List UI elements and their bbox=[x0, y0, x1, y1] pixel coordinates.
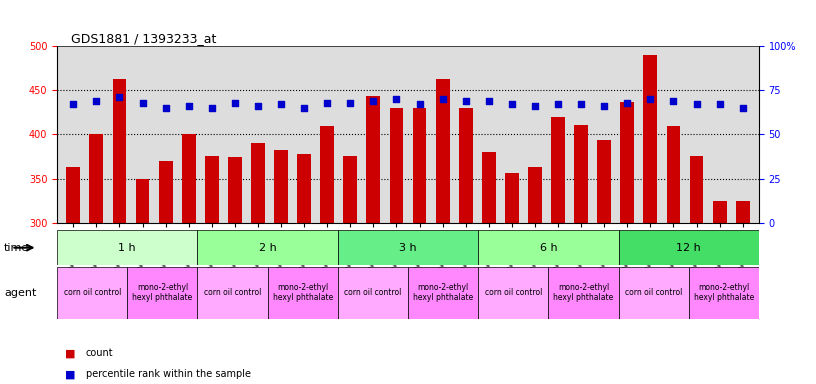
Bar bbox=[505, 173, 519, 223]
FancyBboxPatch shape bbox=[478, 267, 548, 319]
Point bbox=[644, 96, 657, 102]
Point bbox=[206, 105, 219, 111]
Text: time: time bbox=[4, 243, 29, 253]
Text: percentile rank within the sample: percentile rank within the sample bbox=[86, 369, 251, 379]
Text: 2 h: 2 h bbox=[259, 243, 277, 253]
Point bbox=[274, 101, 287, 108]
Text: count: count bbox=[86, 348, 113, 358]
FancyBboxPatch shape bbox=[548, 267, 619, 319]
Point bbox=[251, 103, 264, 109]
Bar bbox=[66, 167, 80, 223]
Point bbox=[713, 101, 726, 108]
Point bbox=[552, 101, 565, 108]
Point bbox=[505, 101, 518, 108]
Text: 6 h: 6 h bbox=[539, 243, 557, 253]
Bar bbox=[667, 126, 681, 223]
Point bbox=[182, 103, 195, 109]
Point bbox=[621, 99, 634, 106]
Point bbox=[298, 105, 311, 111]
FancyBboxPatch shape bbox=[408, 267, 478, 319]
Bar bbox=[436, 79, 450, 223]
Text: ■: ■ bbox=[65, 348, 76, 358]
Bar bbox=[228, 157, 242, 223]
Text: corn oil control: corn oil control bbox=[485, 288, 542, 297]
Point bbox=[690, 101, 703, 108]
Bar bbox=[366, 96, 380, 223]
Point bbox=[390, 96, 403, 102]
FancyBboxPatch shape bbox=[127, 267, 197, 319]
Text: agent: agent bbox=[4, 288, 37, 298]
Point bbox=[597, 103, 610, 109]
Text: mono-2-ethyl
hexyl phthalate: mono-2-ethyl hexyl phthalate bbox=[694, 283, 754, 303]
Text: ■: ■ bbox=[65, 369, 76, 379]
FancyBboxPatch shape bbox=[689, 267, 759, 319]
Text: corn oil control: corn oil control bbox=[344, 288, 401, 297]
Bar bbox=[528, 167, 542, 223]
Bar bbox=[574, 125, 588, 223]
Bar bbox=[205, 156, 219, 223]
Bar bbox=[644, 55, 658, 223]
FancyBboxPatch shape bbox=[338, 230, 478, 265]
Bar bbox=[90, 134, 104, 223]
FancyBboxPatch shape bbox=[268, 267, 338, 319]
Point bbox=[736, 105, 749, 111]
Bar bbox=[389, 108, 403, 223]
Point bbox=[90, 98, 103, 104]
Point bbox=[228, 99, 242, 106]
Bar bbox=[320, 126, 334, 223]
Bar bbox=[597, 140, 611, 223]
Bar bbox=[158, 161, 172, 223]
Point bbox=[436, 96, 449, 102]
Point bbox=[159, 105, 172, 111]
Point bbox=[667, 98, 680, 104]
Point bbox=[136, 99, 149, 106]
Point bbox=[574, 101, 588, 108]
Bar bbox=[413, 108, 427, 223]
FancyBboxPatch shape bbox=[619, 267, 689, 319]
Text: 12 h: 12 h bbox=[676, 243, 701, 253]
Bar bbox=[274, 150, 288, 223]
Point bbox=[321, 99, 334, 106]
Bar bbox=[690, 156, 703, 223]
Point bbox=[459, 98, 472, 104]
Text: corn oil control: corn oil control bbox=[625, 288, 682, 297]
FancyBboxPatch shape bbox=[619, 230, 759, 265]
Text: corn oil control: corn oil control bbox=[204, 288, 261, 297]
Bar bbox=[251, 143, 265, 223]
Bar bbox=[736, 200, 750, 223]
Text: mono-2-ethyl
hexyl phthalate: mono-2-ethyl hexyl phthalate bbox=[132, 283, 193, 303]
Point bbox=[67, 101, 80, 108]
Text: 1 h: 1 h bbox=[118, 243, 136, 253]
Point bbox=[344, 99, 357, 106]
Bar bbox=[482, 152, 496, 223]
FancyBboxPatch shape bbox=[338, 267, 408, 319]
FancyBboxPatch shape bbox=[478, 230, 619, 265]
FancyBboxPatch shape bbox=[197, 267, 268, 319]
Bar bbox=[551, 117, 565, 223]
Point bbox=[529, 103, 542, 109]
Text: GDS1881 / 1393233_at: GDS1881 / 1393233_at bbox=[71, 32, 216, 45]
Bar bbox=[297, 154, 311, 223]
FancyBboxPatch shape bbox=[197, 230, 338, 265]
Text: mono-2-ethyl
hexyl phthalate: mono-2-ethyl hexyl phthalate bbox=[413, 283, 473, 303]
Bar bbox=[459, 108, 472, 223]
Bar bbox=[712, 200, 726, 223]
Point bbox=[482, 98, 495, 104]
Text: 3 h: 3 h bbox=[399, 243, 417, 253]
FancyBboxPatch shape bbox=[57, 267, 127, 319]
Bar bbox=[182, 134, 196, 223]
Bar bbox=[113, 79, 126, 223]
Text: corn oil control: corn oil control bbox=[64, 288, 121, 297]
Bar bbox=[344, 156, 357, 223]
Point bbox=[413, 101, 426, 108]
Bar bbox=[620, 102, 634, 223]
FancyBboxPatch shape bbox=[57, 230, 197, 265]
Text: mono-2-ethyl
hexyl phthalate: mono-2-ethyl hexyl phthalate bbox=[273, 283, 333, 303]
Bar bbox=[135, 179, 149, 223]
Point bbox=[113, 94, 126, 100]
Point bbox=[367, 98, 380, 104]
Text: mono-2-ethyl
hexyl phthalate: mono-2-ethyl hexyl phthalate bbox=[553, 283, 614, 303]
